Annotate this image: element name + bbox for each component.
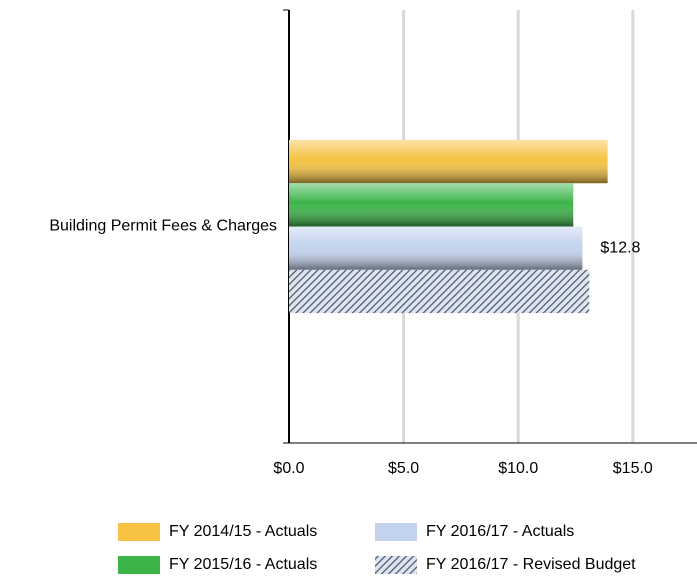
legend-label: FY 2014/15 - Actuals — [169, 523, 317, 540]
data-label: $12.8 — [600, 239, 640, 256]
legend-label: FY 2016/17 - Revised Budget — [426, 556, 636, 573]
x-tick-label: $5.0 — [388, 460, 419, 477]
legend-label: FY 2016/17 - Actuals — [426, 523, 574, 540]
bar — [289, 269, 590, 314]
x-tick-label: $10.0 — [498, 460, 538, 477]
legend-swatch — [375, 523, 417, 541]
legend-label: FY 2015/16 - Actuals — [169, 556, 317, 573]
x-tick-label: $0.0 — [273, 460, 304, 477]
bar-shade — [289, 139, 608, 184]
legend-swatch — [118, 523, 160, 541]
x-tick-label: $15.0 — [613, 460, 653, 477]
bar-shade — [289, 183, 574, 227]
bar-shade — [289, 226, 583, 270]
y-tick-label: Building Permit Fees & Charges — [49, 218, 277, 235]
legend-swatch — [375, 556, 417, 574]
legend-swatch — [118, 556, 160, 574]
